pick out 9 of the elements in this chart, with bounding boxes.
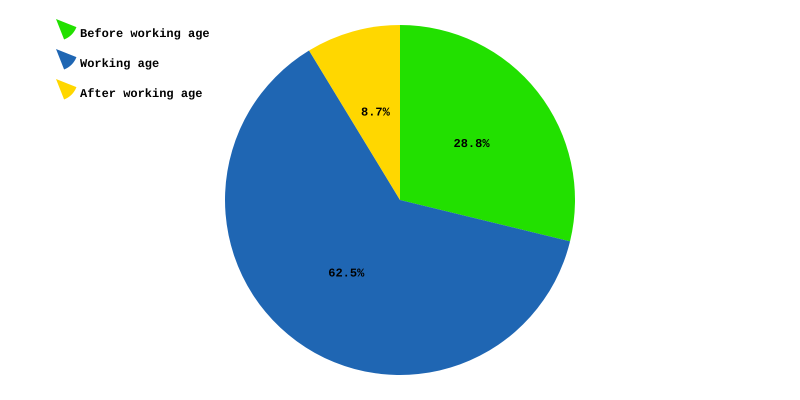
legend-label: After working age — [80, 87, 202, 101]
pie-slice — [400, 25, 575, 242]
pie-slice — [225, 50, 570, 375]
legend-label: Before working age — [80, 27, 210, 41]
data-label: 8.7% — [361, 106, 391, 120]
data-label: 62.5% — [328, 266, 366, 281]
pie-slice — [309, 25, 400, 200]
data-label: 28.8% — [454, 136, 490, 151]
legend-label: Working age — [80, 57, 160, 71]
